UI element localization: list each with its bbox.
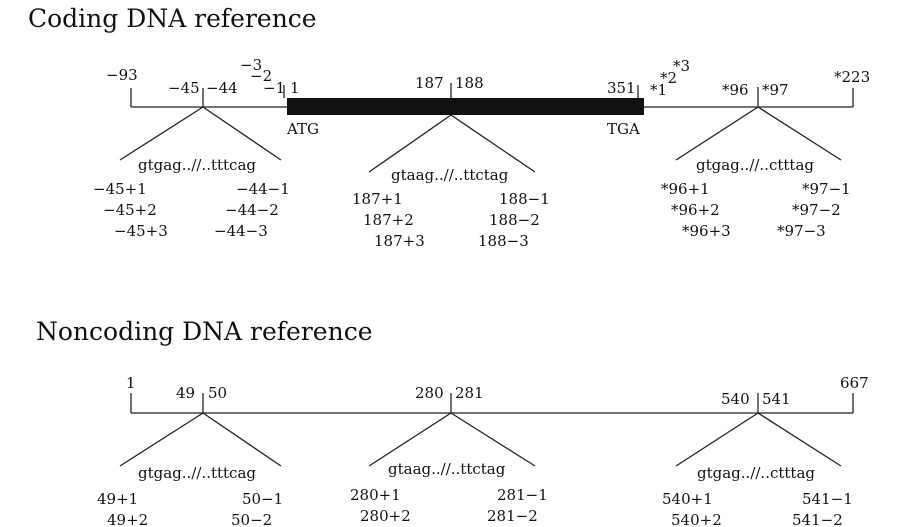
intron-sequence: gtgag..//..tttcag (138, 464, 256, 482)
coding-intron-1: gtgag..//..tttcag −45+1 −45+2 −45+3 −44−… (93, 106, 290, 240)
acceptor-site-label: 188−3 (478, 232, 529, 250)
donor-site-label: *96+2 (671, 201, 720, 219)
pos-label: −93 (106, 66, 138, 84)
acceptor-site-label: −44−2 (225, 201, 279, 219)
stop-codon-label: TGA (607, 120, 640, 138)
pos-label: 667 (840, 374, 869, 392)
intron-right-arm (450, 114, 536, 173)
noncoding-title: Noncoding DNA reference (36, 317, 373, 346)
pos-label: 1 (126, 374, 136, 392)
acceptor-site-label: 50−2 (231, 511, 272, 527)
pos-label: *223 (834, 68, 870, 86)
noncoding-track (130, 393, 854, 414)
acceptor-site-label: −44−1 (236, 180, 290, 198)
coding-position-labels: −93 −45 −44 −3 −2 −1 1 187 188 351 *1 *2… (106, 56, 870, 138)
intron-right-arm (757, 106, 842, 161)
intron-left-arm (675, 106, 759, 161)
donor-site-label: 540+1 (662, 490, 713, 508)
intron-right-arm (757, 412, 842, 467)
pos-label: −3 (240, 56, 262, 74)
donor-site-label: −45+2 (103, 201, 157, 219)
intron-sequence: gtaag..//..ttctag (391, 166, 509, 184)
noncoding-position-labels: 1 49 50 280 281 540 541 667 (126, 374, 869, 408)
intron-right-arm (202, 412, 282, 467)
donor-site-label: *96+3 (682, 222, 731, 240)
acceptor-site-label: *97−3 (777, 222, 826, 240)
noncoding-intron-3: gtgag..//..ctttag 540+1 540+2 541−1 541−… (662, 412, 853, 527)
start-codon-label: ATG (286, 120, 319, 138)
pos-label: 540 (721, 390, 750, 408)
intron-left-arm (119, 412, 204, 467)
intron-left-arm (368, 114, 452, 173)
pos-label: 281 (455, 384, 484, 402)
acceptor-site-label: 541−1 (802, 490, 853, 508)
donor-site-label: −45+3 (114, 222, 168, 240)
donor-site-label: 540+2 (671, 511, 722, 527)
acceptor-site-label: 281−1 (497, 486, 548, 504)
intron-sequence: gtaag..//..ttctag (388, 460, 506, 478)
donor-site-label: 280+2 (360, 507, 411, 525)
intron-left-arm (368, 412, 452, 467)
pos-label: *2 (660, 69, 677, 87)
pos-label: 280 (415, 384, 444, 402)
coding-intron-3: gtgag..//..ctttag *96+1 *96+2 *96+3 *97−… (661, 106, 851, 240)
acceptor-site-label: *97−2 (792, 201, 841, 219)
donor-site-label: 49+1 (97, 490, 138, 508)
noncoding-intron-1: gtgag..//..tttcag 49+1 49+2 50−1 50−2 (97, 412, 283, 527)
acceptor-site-label: 188−2 (489, 211, 540, 229)
pos-label: *1 (650, 81, 667, 99)
pos-label: 50 (208, 384, 227, 402)
intron-sequence: gtgag..//..ctttag (696, 156, 814, 174)
intron-right-arm (450, 412, 536, 467)
pos-label: *96 (722, 81, 749, 99)
intron-right-arm (202, 106, 282, 161)
pos-label: 49 (176, 384, 195, 402)
pos-label: −2 (250, 67, 272, 85)
intron-sequence: gtgag..//..ctttag (697, 464, 815, 482)
donor-site-label: 187+3 (374, 232, 425, 250)
pos-label: 351 (607, 79, 636, 97)
intron-sequence: gtgag..//..tttcag (138, 156, 256, 174)
donor-site-label: 187+2 (363, 211, 414, 229)
donor-site-label: 187+1 (352, 190, 403, 208)
donor-site-label: *96+1 (661, 180, 710, 198)
pos-label: 1 (290, 79, 300, 97)
pos-label: −1 (263, 79, 285, 97)
pos-label: 187 (415, 74, 444, 92)
donor-site-label: 280+1 (350, 486, 401, 504)
coding-cds-box (287, 98, 644, 115)
pos-label: *97 (762, 81, 789, 99)
acceptor-site-label: 281−2 (487, 507, 538, 525)
intron-left-arm (119, 106, 204, 161)
coding-intron-2: gtaag..//..ttctag 187+1 187+2 187+3 188−… (352, 114, 550, 250)
acceptor-site-label: 188−1 (499, 190, 550, 208)
acceptor-site-label: 541−2 (792, 511, 843, 527)
acceptor-site-label: 50−1 (242, 490, 283, 508)
acceptor-site-label: −44−3 (214, 222, 268, 240)
noncoding-intron-2: gtaag..//..ttctag 280+1 280+2 281−1 281−… (350, 412, 548, 525)
acceptor-site-label: *97−1 (802, 180, 851, 198)
pos-label: −45 (168, 79, 200, 97)
coding-title: Coding DNA reference (28, 4, 317, 33)
intron-left-arm (675, 412, 759, 467)
pos-label: *3 (673, 57, 690, 75)
pos-label: 188 (455, 74, 484, 92)
donor-site-label: 49+2 (107, 511, 148, 527)
donor-site-label: −45+1 (93, 180, 147, 198)
pos-label: −44 (206, 79, 238, 97)
coding-track (130, 83, 854, 115)
pos-label: 541 (762, 390, 791, 408)
